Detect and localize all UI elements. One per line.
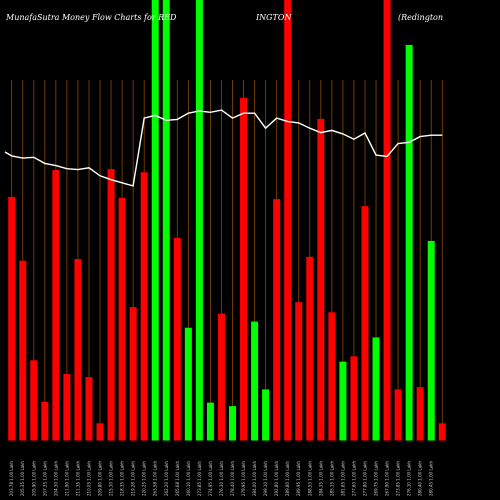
bar [295,302,303,441]
bar [85,377,93,441]
x-tick-label: 292.80 1.00 Lakh [274,461,279,496]
bar [140,172,148,441]
bar [438,423,446,441]
bar [262,389,270,441]
bar [383,0,391,441]
x-tick-label: 219.28 1.00 Lakh [131,461,136,496]
x-tick-label: 262.20 1.00 Lakh [164,461,169,496]
x-tick-label: 278.40 1.00 Lakh [230,461,235,496]
bar [118,197,126,441]
bar [173,237,181,441]
bar [41,401,49,441]
bar [74,259,82,441]
bar [306,256,314,441]
bar [273,199,281,441]
x-tick-label: 209.80 1.00 Lakh [98,461,103,496]
x-tick-label: 285.15 1.00 Lakh [329,461,334,496]
x-tick-label: 273.85 1.00 Lakh [396,461,401,496]
x-tick-label: 218.35 1.00 Lakh [120,461,125,496]
bar [427,240,435,441]
x-tick-label: 276.30 1.00 Lakh [219,461,224,496]
x-tick-label: 203.78 1.00 Lakh [9,461,14,496]
x-tick-label: 273.85 1.00 Lakh [197,461,202,496]
chart-title-left: MunafaSutra Money Flow Charts for RED [5,13,177,22]
x-tick-label: 263.58 1.00 Lakh [153,461,158,496]
x-tick-labels: 203.78 1.00 Lakh 205.35 1.00 Lakh 205.90 1… [9,461,434,496]
x-tick-label: 215.30 1.00 Lakh [109,461,114,496]
x-tick-label: 289.80 1.00 Lakh [285,461,290,496]
chart-title-right: (Redington [398,13,443,22]
bar [162,0,170,441]
x-tick-label: 267.90 1.00 Lakh [385,461,390,496]
x-tick-label: 265.68 1.00 Lakh [175,461,180,496]
bar [405,44,413,441]
x-tick-label: 220.25 1.00 Lakh [142,461,147,496]
money-flow-line [4,109,443,187]
bar [184,327,192,441]
bar [52,170,60,441]
x-tick-label: 279.95 1.00 Lakh [241,461,246,496]
bar [19,260,27,441]
x-tick-label: 211.90 1.00 Lakh [64,461,69,496]
bar [361,206,369,441]
x-tick-label: 269.75 1.00 Lakh [374,461,379,496]
bar [63,373,71,441]
bar [394,389,402,441]
x-tick-label: 299.10 1.00 Lakh [263,461,268,496]
x-tick-label: 288.53 1.00 Lakh [307,461,312,496]
x-tick-label: 289.95 1.00 Lakh [296,461,301,496]
bar [217,313,225,441]
chart-title-mid: INGTON [255,13,292,22]
x-tick-label: 284.00 1.00 Lakh [252,461,257,496]
bar [416,387,424,441]
x-tick-label: 260.10 1.00 Lakh [186,461,191,496]
x-tick-label: 277.60 1.00 Lakh [351,461,356,496]
bar [8,196,16,441]
bar [129,307,137,441]
bar [251,321,259,441]
x-tick-label: 210.05 1.00 Lakh [86,461,91,496]
bar [206,402,214,441]
bar [328,312,336,441]
bar [229,406,236,441]
x-tick-label: 280.40 1.00 Lakh [418,461,423,496]
bar [284,0,292,441]
bar [240,97,248,441]
x-tick-label: 205.35 1.00 Lakh [20,461,25,496]
x-tick-label: 205.90 1.00 Lakh [31,461,36,496]
x-tick-label: 274.95 1.00 Lakh [208,461,213,496]
x-tick-label: 281.65 1.00 Lakh [340,461,345,496]
bar [339,361,347,441]
bar-series [8,0,446,441]
bar [107,169,115,441]
x-tick-label: 211.35 1.00 Lakh [75,461,80,496]
bar [372,337,380,441]
bar [151,0,159,441]
bar [30,360,38,441]
x-tick-label: 284.35 1.00 Lakh [318,461,323,496]
x-tick-label: 204.30 1.00 Lakh [53,461,58,496]
bar [317,118,325,441]
x-tick-label: 207.35 1.00 Lakh [42,461,47,496]
bar [96,423,104,441]
bar [350,356,358,441]
bar [195,0,203,441]
x-tick-label: 276.10 1.00 Lakh [407,461,412,496]
x-tick-label: 280.45 1.00 Lakh [429,461,434,496]
x-tick-label: 277.80 1.00 Lakh [362,461,367,496]
